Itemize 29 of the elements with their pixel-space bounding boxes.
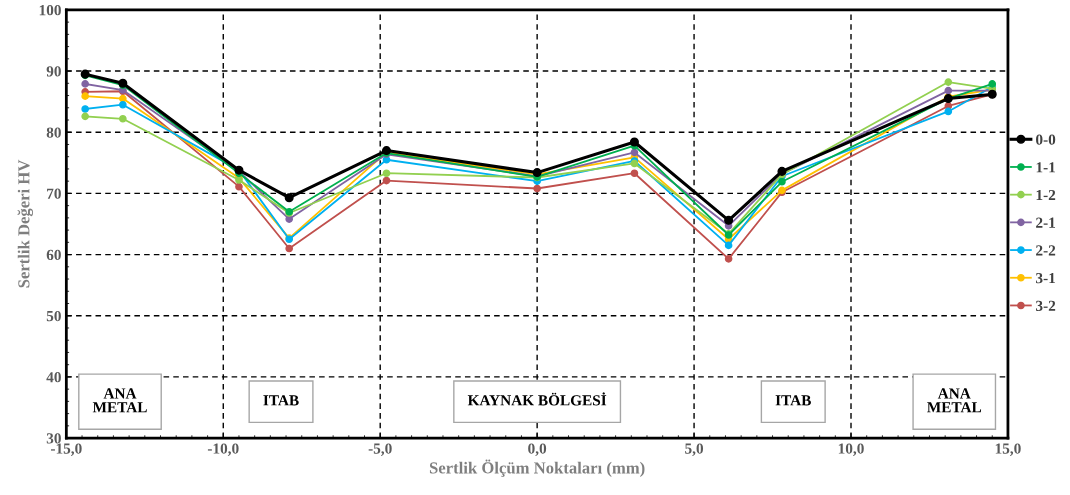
legend-label: 2-2 (1036, 245, 1056, 256)
y-tick-label: 60 (46, 249, 61, 261)
legend-label: 3-1 (1036, 272, 1056, 284)
y-tick-label: 100 (39, 5, 61, 16)
y-tick-label: 80 (46, 127, 61, 138)
x-tick-label: -5,0 (368, 443, 392, 456)
y-tick-label: 90 (46, 66, 61, 77)
y-tick-label: 70 (47, 188, 61, 199)
legend-label: 2-1 (1036, 217, 1056, 228)
legend-label: 0-0 (1036, 134, 1056, 145)
x-tick-label: -15,0 (50, 443, 82, 456)
legend-label: 1-1 (1036, 162, 1056, 173)
x-axis-title: Sertlik Ölçüm Noktaları (mm) (429, 459, 645, 477)
y-axis-title: Sertlik Değeri HV (17, 159, 34, 288)
x-tick-label: 15,0 (995, 443, 1021, 456)
y-tick-label: 50 (46, 310, 61, 322)
annotation: ITAB (263, 395, 299, 406)
x-tick-label: 10,0 (838, 443, 864, 456)
x-tick-label: -10,0 (207, 443, 239, 456)
y-tick-label: 30 (46, 433, 61, 444)
y-tick-label: 40 (46, 372, 61, 383)
x-tick-label: 5,0 (685, 443, 704, 456)
legend-label: 1-2 (1036, 189, 1056, 201)
legend-label: 3-2 (1036, 300, 1056, 311)
annotation: ANA METAL (92, 388, 147, 413)
annotation: ITAB (775, 395, 811, 406)
annotation: ANA METAL (927, 388, 982, 413)
annotation: KAYNAK BÖLGESİ (467, 392, 607, 406)
x-tick-label: 0,0 (528, 443, 547, 456)
